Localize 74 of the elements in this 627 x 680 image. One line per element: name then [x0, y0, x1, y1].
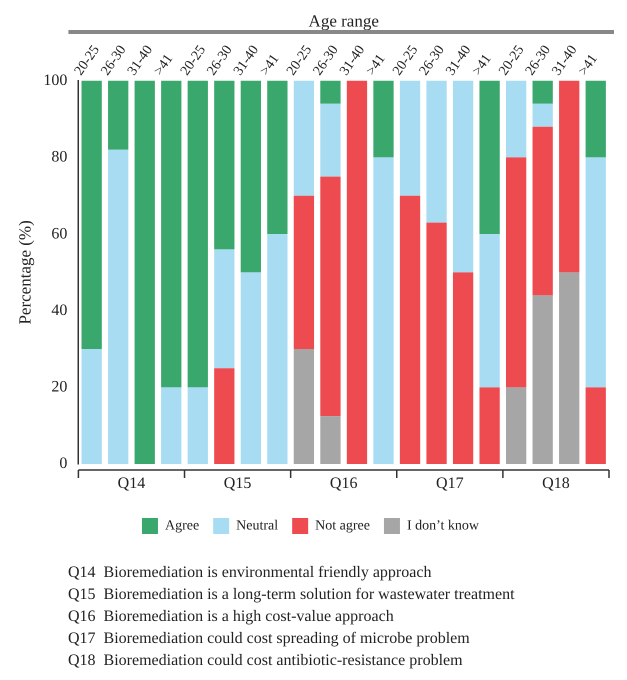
bar	[532, 104, 553, 127]
bar	[452, 272, 474, 464]
legend-label: Neutral	[236, 518, 278, 534]
bar	[426, 222, 447, 464]
y-tick-label: 80	[51, 148, 68, 166]
x-tick-label: >41	[258, 52, 282, 78]
bar	[82, 349, 102, 464]
bar	[267, 234, 288, 464]
legend-label: Agree	[164, 518, 200, 534]
bar	[240, 80, 261, 272]
y-tick-label: 20	[51, 378, 68, 396]
x-tick-label: >41	[470, 52, 495, 78]
legend-label: I don’t know	[406, 518, 480, 534]
text: Q17 Bioremediation could cost spreading of microbe problem	[68, 629, 471, 649]
bar	[267, 80, 288, 234]
text: Q14 Bioremediation is environmental friendly approach	[68, 563, 432, 583]
text: Q16 Bioremediation is a high cost-value approach	[68, 607, 395, 627]
bar	[161, 80, 182, 388]
y-tick-label: 40	[51, 302, 68, 319]
bar	[188, 80, 208, 388]
y-tick-label: 60	[51, 225, 68, 242]
bar	[532, 80, 553, 104]
bar	[82, 80, 102, 350]
x-tick-label: >41	[151, 52, 176, 78]
text: Q18 Bioremediation could cost antibiotic-resistance problem	[68, 651, 464, 671]
bar	[108, 80, 128, 150]
legend-label: Not agree	[315, 518, 370, 534]
bar	[426, 80, 447, 223]
bar	[373, 157, 394, 464]
bar	[532, 295, 553, 464]
bar	[294, 80, 314, 196]
bar	[506, 157, 526, 388]
bar	[161, 387, 182, 464]
y-axis-title: Percentage (%)	[16, 220, 35, 325]
bar	[586, 387, 606, 464]
x-tick-label: >41	[576, 52, 601, 78]
text: Q16	[330, 475, 358, 492]
bar	[214, 80, 234, 250]
bar	[479, 234, 500, 388]
bar	[320, 176, 341, 416]
bar	[214, 249, 234, 368]
bar	[479, 387, 500, 464]
bar	[586, 157, 606, 388]
bar	[479, 80, 500, 234]
bar	[320, 416, 341, 464]
x-tick-label: >41	[364, 52, 389, 78]
bar	[188, 387, 208, 464]
bar	[400, 196, 420, 464]
bar	[108, 150, 128, 464]
text: Q14	[118, 475, 146, 492]
bar	[240, 272, 261, 464]
bar	[346, 80, 368, 464]
text: Q15	[224, 475, 252, 492]
text: Q15 Bioremediation is a long-term solution for wastewater treatment	[68, 585, 516, 605]
bar	[452, 80, 474, 272]
bar	[294, 349, 314, 464]
bar	[559, 272, 580, 464]
bar	[400, 80, 420, 196]
bar	[294, 196, 314, 350]
bar	[532, 126, 553, 296]
y-tick-label: 0	[59, 455, 68, 472]
text: Q17	[436, 475, 464, 492]
bar	[320, 80, 341, 104]
text: Q18	[542, 475, 570, 492]
bar	[559, 80, 580, 272]
bar	[506, 387, 526, 464]
y-tick-label: 100	[43, 72, 68, 89]
x-axis-title: Age range	[308, 12, 379, 31]
bar	[586, 80, 606, 158]
bar	[214, 368, 234, 464]
bar	[373, 80, 394, 158]
bar	[134, 80, 155, 464]
bar	[320, 104, 341, 177]
bar	[506, 80, 526, 158]
